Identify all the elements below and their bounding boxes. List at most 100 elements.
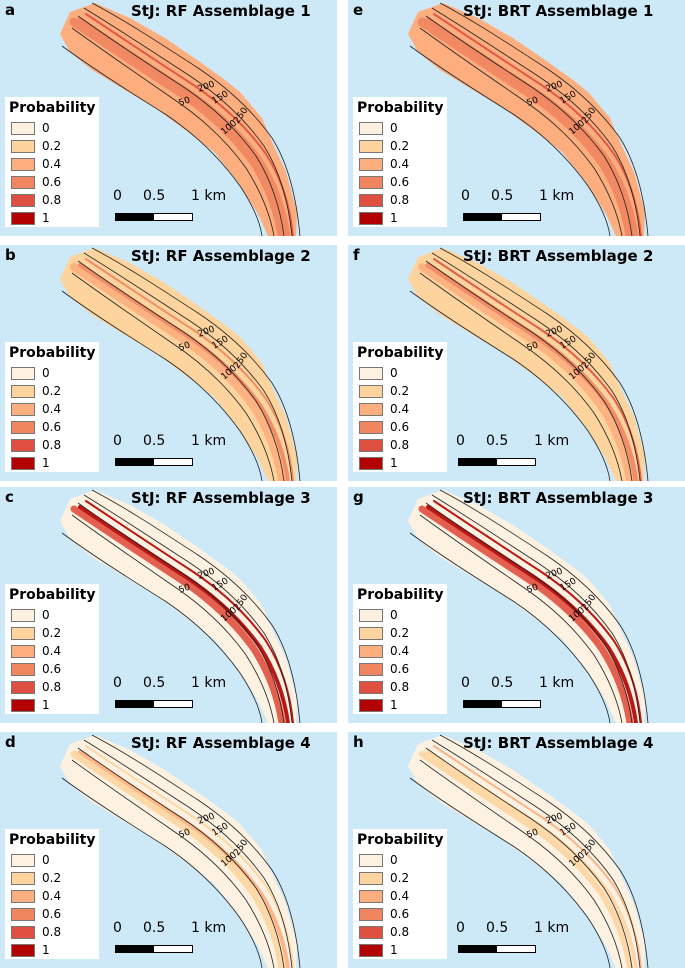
legend-label: 0.4 <box>390 402 410 416</box>
map-panel-b: 200 150 250 50 100 b StJ: RF Assemblage 2 Pr… <box>0 245 337 481</box>
contour-line <box>61 45 263 236</box>
map-panel-c: 200 150 250 50 100 c StJ: RF Assemblage 3 Pr… <box>0 487 337 723</box>
panel-title: StJ: BRT Assemblage 2 <box>463 247 654 265</box>
legend-label: 0.2 <box>42 871 62 885</box>
probability-band <box>69 17 287 236</box>
panel-title: StJ: RF Assemblage 4 <box>131 734 311 752</box>
contour-line <box>61 290 263 481</box>
legend-swatch <box>359 854 383 867</box>
legend-swatch <box>359 140 383 153</box>
legend-label: 1 <box>42 943 50 957</box>
probability-band <box>70 263 286 481</box>
legend-swatch <box>11 367 35 380</box>
legend-label: 0.6 <box>390 175 410 189</box>
legend-label: 0.8 <box>42 438 62 452</box>
legend-swatch <box>11 158 35 171</box>
contour-line <box>419 27 623 236</box>
legend-label: 0 <box>42 853 50 867</box>
legend-swatch <box>11 194 35 207</box>
legend-swatch <box>11 854 35 867</box>
scale-label: 1 km <box>539 675 575 691</box>
scale-bar-black-segment <box>116 459 154 465</box>
legend-swatch <box>11 872 35 885</box>
probability-band <box>419 751 633 968</box>
legend-label: 0.8 <box>390 680 410 694</box>
contour-line <box>83 739 293 968</box>
contour-line <box>419 759 623 968</box>
legend-swatch <box>11 403 35 416</box>
legend-label: 0.4 <box>42 402 62 416</box>
legend-swatch <box>359 212 383 225</box>
scale-bar-graphic <box>458 458 536 466</box>
legend-swatch <box>359 176 383 189</box>
legend-label: 1 <box>42 211 50 225</box>
contour-label: 50 <box>526 95 540 108</box>
legend-label: 0.8 <box>42 193 62 207</box>
panel-letter: d <box>5 733 16 751</box>
scale-label: 0.5 <box>486 920 509 936</box>
map-panel-a: 200 150 250 50 100 a StJ: RF Assemblage 1 Pr… <box>0 0 337 236</box>
scale-bar-graphic <box>463 700 541 708</box>
scale-bar-black-segment <box>459 946 497 952</box>
legend-label: 0.8 <box>390 193 410 207</box>
legend: Probability 0 0.2 0.4 0.6 0.8 1 <box>5 342 99 472</box>
contour-line <box>71 514 275 723</box>
contour-line <box>439 2 649 236</box>
legend: Probability 0 0.2 0.4 0.6 0.8 1 <box>353 342 447 472</box>
scale-bar: 0 0.5 1 km <box>461 188 574 228</box>
scale-bar-graphic <box>458 945 536 953</box>
legend-swatch <box>359 439 383 452</box>
scale-bar: 0 0.5 1 km <box>113 675 226 715</box>
legend-swatch <box>359 158 383 171</box>
contour-line <box>83 494 293 723</box>
legend-swatch <box>11 140 35 153</box>
legend-label: 0.8 <box>42 680 62 694</box>
contour-line <box>61 532 263 723</box>
contour-line <box>431 252 641 481</box>
legend-swatch <box>359 699 383 712</box>
legend-swatch <box>359 194 383 207</box>
legend-label: 0.4 <box>42 889 62 903</box>
legend-swatch <box>11 926 35 939</box>
scale-label: 0.5 <box>491 188 514 204</box>
panel-title: StJ: RF Assemblage 1 <box>131 2 311 20</box>
legend-title: Probability <box>357 587 444 603</box>
contour-line <box>425 747 633 968</box>
scale-bar-graphic <box>115 700 193 708</box>
contour-line <box>91 734 301 968</box>
scale-label: 0 <box>461 188 470 204</box>
map-panel-g: 200 150 250 50 100 g StJ: BRT Assemblage 3 P… <box>348 487 685 723</box>
legend-title: Probability <box>9 832 96 848</box>
contour-line <box>83 7 293 236</box>
scale-bar-graphic <box>115 458 193 466</box>
legend-label: 0.2 <box>42 626 62 640</box>
panel-letter: c <box>5 488 14 506</box>
scale-label: 0 <box>113 920 122 936</box>
legend-label: 0 <box>390 608 398 622</box>
contour-line <box>425 260 633 481</box>
panel-letter: e <box>353 1 364 19</box>
scale-bar-black-segment <box>116 946 154 952</box>
contour-line <box>431 7 641 236</box>
contour-line <box>83 252 293 481</box>
contour-line <box>71 759 275 968</box>
legend-swatch <box>11 699 35 712</box>
legend-swatch <box>359 403 383 416</box>
contour-label: 50 <box>526 340 540 353</box>
legend-title: Probability <box>357 100 444 116</box>
scale-label: 0 <box>113 188 122 204</box>
legend-swatch <box>11 663 35 676</box>
contour-label: 50 <box>178 340 192 353</box>
legend-label: 0 <box>42 366 50 380</box>
legend-label: 0.2 <box>42 139 62 153</box>
scale-label: 0 <box>456 433 465 449</box>
scale-label: 0.5 <box>486 433 509 449</box>
scale-label: 1 km <box>191 433 227 449</box>
scale-bar-graphic <box>115 213 193 221</box>
scale-bar-black-segment <box>464 701 502 707</box>
legend-label: 1 <box>390 943 398 957</box>
legend-swatch <box>359 908 383 921</box>
legend-title: Probability <box>9 100 96 116</box>
panel-title: StJ: BRT Assemblage 1 <box>463 2 654 20</box>
